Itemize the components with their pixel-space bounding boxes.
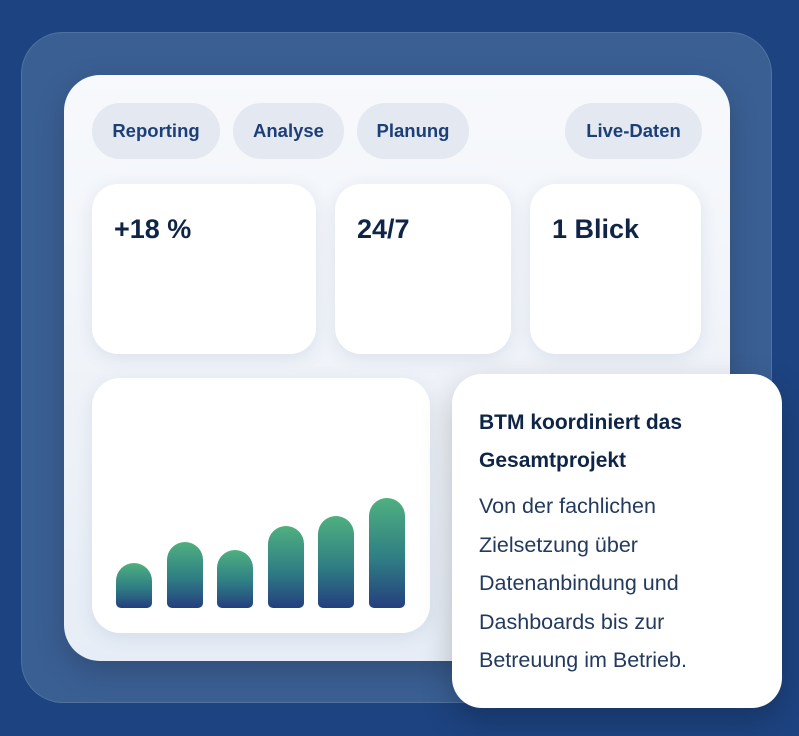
chip-reporting[interactable]: Reporting <box>92 103 220 159</box>
dashboard-panel: Reporting Analyse Planung Live-Daten +18… <box>64 75 730 661</box>
chart-bar-5 <box>318 516 355 608</box>
chip-planung[interactable]: Planung <box>357 103 469 159</box>
chip-analyse[interactable]: Analyse <box>233 103 344 159</box>
chip-live-daten[interactable]: Live-Daten <box>565 103 702 159</box>
stat-value-overview: 1 Blick <box>552 214 640 244</box>
chart-bar-6 <box>369 498 405 608</box>
chart-bar-2 <box>166 542 203 608</box>
stat-value-availability: 24/7 <box>357 214 410 244</box>
chart-bar-4 <box>267 526 304 608</box>
info-body: Von der fachlichen Zielsetzung über Date… <box>479 494 687 672</box>
bar-chart-card <box>92 378 430 633</box>
stat-card-availability: 24/7 <box>335 184 511 354</box>
chart-bar-1 <box>116 563 152 608</box>
stat-card-overview: 1 Blick <box>530 184 701 354</box>
info-title: BTM koordiniert das Gesamtprojekt <box>479 411 683 472</box>
stat-value-growth: +18 % <box>114 214 192 244</box>
stat-card-growth: +18 % <box>92 184 316 354</box>
info-card: BTM koordiniert das Gesamtprojekt Von de… <box>452 374 782 708</box>
chart-bar-3 <box>217 550 254 608</box>
